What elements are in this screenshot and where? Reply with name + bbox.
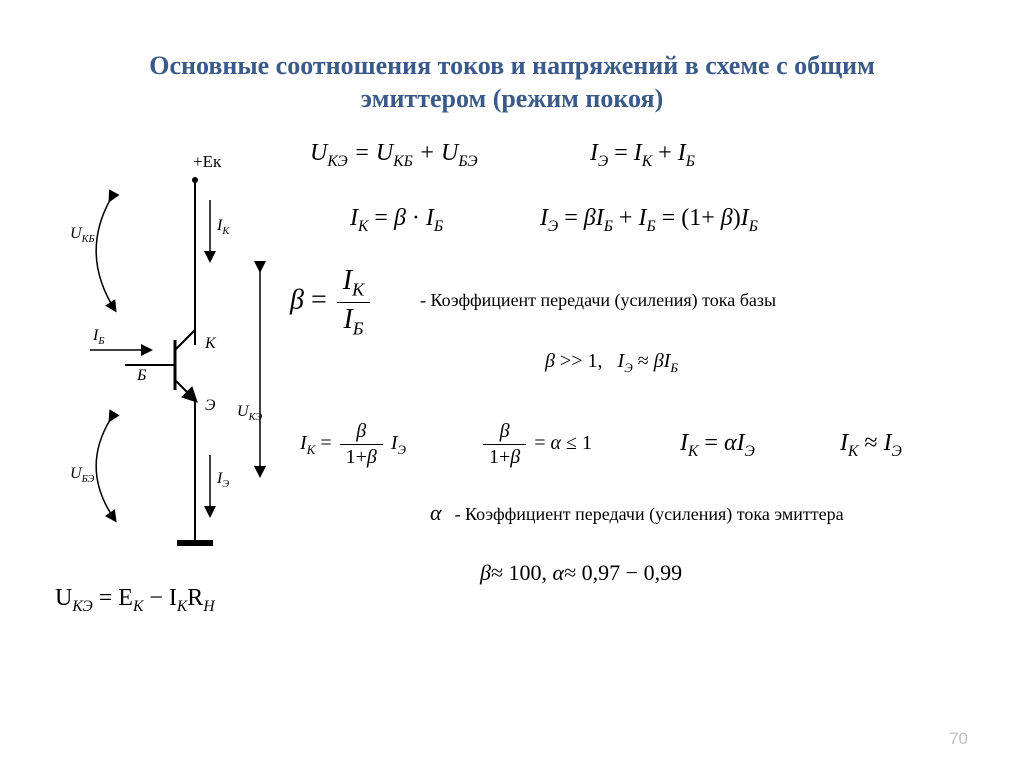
label-b: Б [137,367,146,385]
eq-ik-alpha: IK = αIЭ [680,430,755,461]
eq-alpha-def: β 1+β = α ≤ 1 [480,420,592,469]
page-title: Основные соотношения токов и напряжений … [0,0,1024,115]
eq-ik-beta: IK = β · IБ [350,205,443,236]
label-ie: IЭ [217,470,229,490]
desc-alpha: α - Коэффициент передачи (усиления) тока… [430,500,844,526]
label-ukb: UКБ [70,225,95,245]
label-k: К [205,335,216,353]
eq-ie-sum: IЭ = IK + IБ [590,140,695,171]
circuit-diagram: +Eк [65,145,285,575]
label-uke: UКЭ [237,403,262,423]
label-ik: IК [217,217,229,237]
content-area: +Eк [0,115,1024,715]
eq-numeric: β≈ 100, α≈ 0,97 − 0,99 [480,560,682,586]
label-e: Э [205,397,215,415]
desc-beta: - Коэффициент передачи (усиления) тока б… [420,290,776,311]
eq-uke-kirchhoff: UКЭ = EK − IKRН [55,585,215,616]
svg-text:+Eк: +Eк [193,152,222,171]
eq-ie-expand: IЭ = βIБ + IБ = (1+ β)IБ [540,205,758,236]
eq-uke: UКЭ = UКБ + UБЭ [310,140,478,171]
label-ib: IБ [93,327,104,347]
eq-beta-gg1: β >> 1, IЭ ≈ βIБ [545,350,678,376]
page-number: 70 [949,729,968,749]
eq-ik-frac: IK = β 1+β IЭ [300,420,406,469]
eq-ik-approx-ie: IK ≈ IЭ [840,430,902,461]
eq-beta-def: β = IK IБ [290,265,373,339]
label-ube: UБЭ [70,465,94,485]
